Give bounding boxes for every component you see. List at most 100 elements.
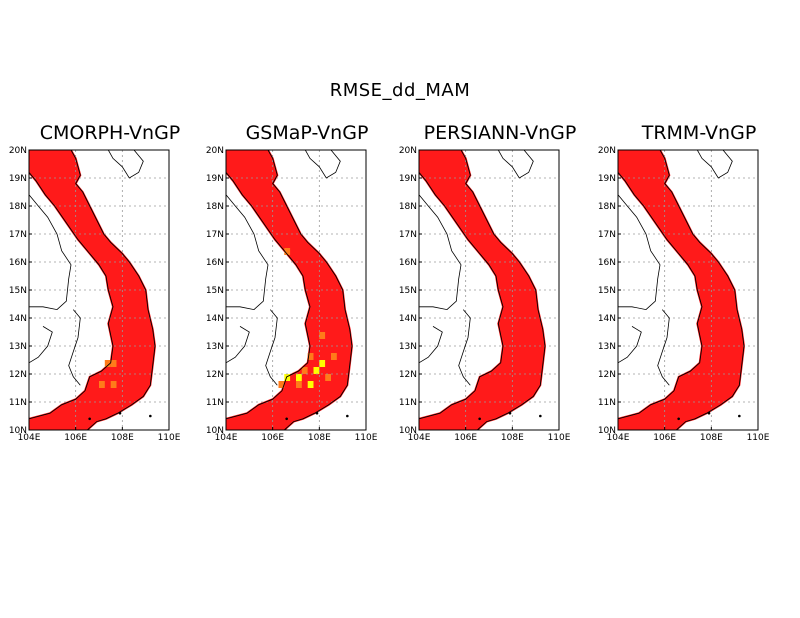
island <box>118 411 122 415</box>
lon-tick-label: 106E <box>261 433 284 443</box>
lat-tick-label: 17N <box>206 230 224 240</box>
lat-tick-label: 11N <box>206 398 224 408</box>
rmse-cell-orange <box>104 360 111 367</box>
island <box>508 411 512 415</box>
lat-tick-label: 16N <box>206 258 224 268</box>
island <box>315 411 319 415</box>
island <box>539 414 542 418</box>
border-line <box>226 194 269 311</box>
lat-tick-label: 17N <box>598 230 616 240</box>
lat-tick-label: 10N <box>9 426 27 436</box>
border-line <box>29 194 72 311</box>
lat-tick-label: 19N <box>399 174 417 184</box>
rmse-cell-orange <box>325 374 331 381</box>
coastline <box>618 150 745 430</box>
lat-tick-label: 10N <box>598 426 616 436</box>
rmse-cell-orange <box>284 248 291 255</box>
lat-tick-label: 16N <box>9 258 27 268</box>
lat-tick-label: 17N <box>9 230 27 240</box>
panel-trmm: TRMM-VnGP 20N 19N 18N 17N 16N 15N 14N 13N 12N 11N… <box>598 118 794 448</box>
lat-tick-label: 20N <box>598 146 616 156</box>
lon-tick-label: 108E <box>700 433 723 443</box>
border-line <box>419 326 443 364</box>
border-line <box>419 194 462 311</box>
lat-tick-label: 18N <box>206 202 224 212</box>
lat-tick-label: 10N <box>399 426 417 436</box>
lon-tick-label: 106E <box>454 433 477 443</box>
lat-tick-label: 13N <box>399 342 417 352</box>
lat-tick-label: 12N <box>598 370 616 380</box>
lat-tick-label: 19N <box>206 174 224 184</box>
lat-tick-label: 18N <box>399 202 417 212</box>
lat-tick-label: 12N <box>9 370 27 380</box>
lon-tick-label: 110E <box>548 433 571 443</box>
lon-tick-label: 104E <box>408 433 431 443</box>
island <box>707 411 711 415</box>
rmse-cell-yellow <box>296 374 302 381</box>
coastline <box>419 150 546 430</box>
lon-tick-label: 108E <box>111 433 134 443</box>
lat-tick-label: 12N <box>206 370 224 380</box>
lat-tick-label: 15N <box>206 286 224 296</box>
lat-tick-label: 14N <box>399 314 417 324</box>
rmse-cell-yellow <box>284 374 291 381</box>
lat-tick-label: 18N <box>9 202 27 212</box>
lon-tick-label: 104E <box>18 433 41 443</box>
lat-tick-label: 13N <box>598 342 616 352</box>
border-line <box>107 150 144 179</box>
island <box>149 414 152 418</box>
rmse-cell-orange <box>307 353 314 360</box>
rmse-cell-yellow <box>313 367 320 374</box>
panel-cmorph: CMORPH-VnGP 20N 19N 18N 17N 16N 15N 14N 13N 12N 1… <box>9 118 205 448</box>
lat-tick-label: 15N <box>399 286 417 296</box>
rmse-field <box>419 150 547 430</box>
lat-tick-label: 13N <box>206 342 224 352</box>
lon-tick-label: 110E <box>747 433 770 443</box>
panel-gsmap: GSMaP-VnGP 20N 19N 18N 17N 16N 15N 14N 13N 12N 11… <box>206 118 402 448</box>
lat-tick-label: 16N <box>399 258 417 268</box>
border-line <box>618 326 642 364</box>
lat-tick-label: 14N <box>206 314 224 324</box>
island <box>88 417 91 421</box>
rmse-field <box>226 150 354 430</box>
lon-tick-label: 104E <box>607 433 630 443</box>
lat-tick-label: 20N <box>9 146 27 156</box>
rmse-cell-orange <box>110 381 117 388</box>
island <box>478 417 481 421</box>
lat-tick-label: 13N <box>9 342 27 352</box>
lon-tick-label: 110E <box>158 433 181 443</box>
lat-tick-label: 11N <box>9 398 27 408</box>
rmse-cell-orange <box>319 332 326 339</box>
lon-tick-label: 108E <box>308 433 331 443</box>
lon-tick-label: 110E <box>355 433 378 443</box>
lat-tick-label: 19N <box>9 174 27 184</box>
lon-tick-label: 108E <box>501 433 524 443</box>
rmse-cell-orange <box>110 360 117 367</box>
lat-tick-label: 20N <box>206 146 224 156</box>
lon-tick-label: 104E <box>215 433 238 443</box>
border-line <box>29 326 53 364</box>
border-line <box>226 326 250 364</box>
rmse-cell-orange <box>301 367 308 374</box>
lat-tick-label: 15N <box>9 286 27 296</box>
lon-tick-label: 106E <box>64 433 87 443</box>
border-line <box>304 150 341 179</box>
border-line <box>657 309 670 386</box>
lat-tick-label: 14N <box>598 314 616 324</box>
lat-tick-label: 14N <box>9 314 27 324</box>
lat-tick-label: 15N <box>598 286 616 296</box>
lat-tick-label: 11N <box>399 398 417 408</box>
rmse-cell-yellow <box>319 360 326 367</box>
border-line <box>458 309 471 386</box>
lat-tick-label: 11N <box>598 398 616 408</box>
island <box>285 417 288 421</box>
rmse-cell-yellow <box>307 381 314 388</box>
rmse-cell-orange <box>331 353 337 360</box>
panel-title: PERSIANN-VnGP <box>423 122 577 144</box>
lat-tick-label: 18N <box>598 202 616 212</box>
border-line <box>497 150 534 179</box>
